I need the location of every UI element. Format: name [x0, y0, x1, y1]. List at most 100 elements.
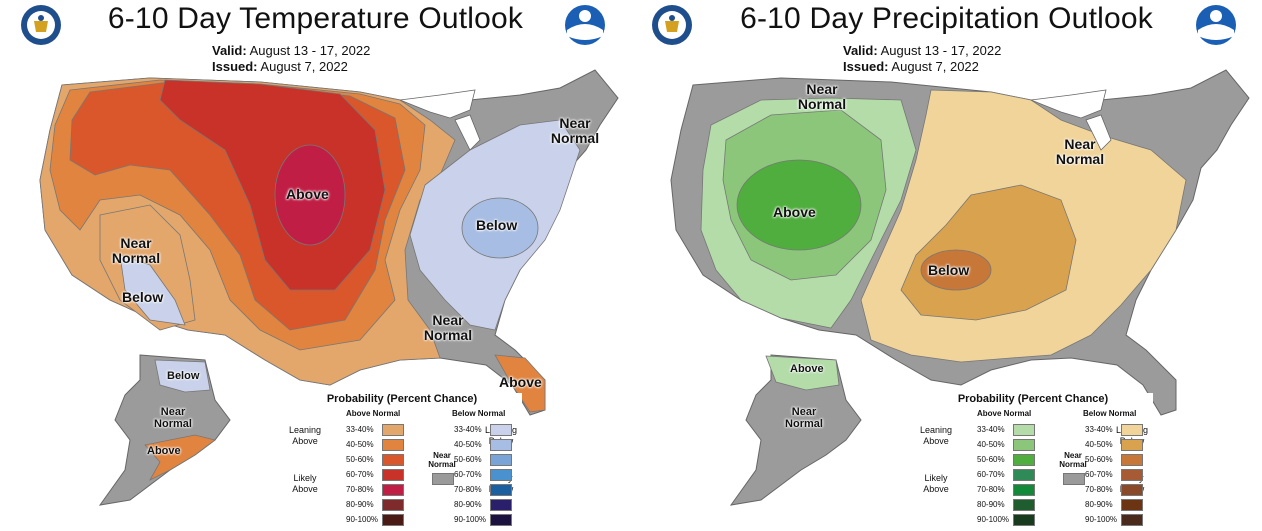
- commerce-seal-icon: [21, 5, 61, 45]
- legend-above-row: 70-80%: [346, 483, 404, 496]
- issued-label: Issued:: [212, 59, 258, 74]
- label-alaska-above: Above: [147, 445, 181, 457]
- legend-likely-left: Likely Above: [292, 473, 318, 494]
- alaska-above: [765, 355, 840, 391]
- temperature-map: [39, 69, 619, 506]
- legend-below-row: 80-90%: [454, 498, 512, 511]
- noaa-logo-icon: [1196, 5, 1236, 45]
- legend-below-swatch: [1121, 438, 1143, 451]
- precipitation-outlook-panel: 6-10 Day Precipitation Outlook Valid: Au…: [631, 0, 1262, 531]
- legend-above-row: 60-70%: [346, 468, 404, 481]
- legend-level-label: 80-90%: [1085, 500, 1113, 509]
- legend-above-swatch: [382, 423, 404, 436]
- legend-above-row: 50-60%: [346, 453, 404, 466]
- label-near-se: Near Normal: [423, 312, 473, 343]
- legend-level-label: 70-80%: [346, 485, 374, 494]
- legend-above-row: 80-90%: [346, 498, 404, 511]
- legend-level-label: 70-80%: [977, 485, 1005, 494]
- legend-near-label: Near Normal: [1059, 451, 1087, 469]
- legend-below-row: 60-70%: [454, 468, 512, 481]
- legend-level-label: 50-60%: [454, 455, 482, 464]
- legend-above-swatch: [382, 468, 404, 481]
- legend-level-label: 50-60%: [1085, 455, 1113, 464]
- alaska: [729, 354, 862, 506]
- legend-level-label: 40-50%: [977, 440, 1005, 449]
- precipitation-dates: Valid: August 13 - 17, 2022 Issued: Augu…: [843, 43, 1001, 75]
- legend-level-label: 60-70%: [977, 470, 1005, 479]
- label-below-central: Below: [928, 262, 970, 278]
- legend-above-swatch: [1013, 423, 1035, 436]
- label-near-sw: Near Normal: [111, 235, 161, 266]
- legend-above-swatch: [382, 513, 404, 526]
- legend-above-swatch: [382, 453, 404, 466]
- legend-below-row: 70-80%: [1085, 483, 1143, 496]
- legend-below-swatch: [490, 453, 512, 466]
- temperature-outlook-panel: 6-10 Day Temperature Outlook Valid: Augu…: [21, 2, 619, 526]
- legend-level-label: 33-40%: [346, 425, 374, 434]
- legend-level-label: 40-50%: [1085, 440, 1113, 449]
- legend-below-row: 40-50%: [454, 438, 512, 451]
- legend-level-label: 40-50%: [346, 440, 374, 449]
- legend-right-head: Below Normal: [1083, 409, 1137, 418]
- legend-level-label: 50-60%: [977, 455, 1005, 464]
- label-near-ne: Near Normal: [550, 115, 600, 146]
- legend-below-row: 40-50%: [1085, 438, 1143, 451]
- legend-level-label: 33-40%: [1085, 425, 1113, 434]
- legend-level-label: 60-70%: [346, 470, 374, 479]
- precipitation-map: [670, 69, 1250, 506]
- temp-below-sw: [119, 254, 186, 326]
- legend-level-label: 70-80%: [1085, 485, 1113, 494]
- valid-range: August 13 - 17, 2022: [249, 43, 371, 58]
- great-lakes: [399, 89, 481, 151]
- legend-below-swatch: [490, 483, 512, 496]
- legend-above-row: 60-70%: [977, 468, 1035, 481]
- label-above-west: Above: [773, 204, 816, 220]
- legend-near-swatch: [1063, 473, 1085, 485]
- temperature-dates: Valid: August 13 - 17, 2022 Issued: Augu…: [212, 43, 370, 75]
- legend-above-swatch: [1013, 453, 1035, 466]
- issued-label: Issued:: [843, 59, 889, 74]
- legend-lean-left: Leaning Above: [288, 425, 322, 446]
- legend-title: Probability (Percent Chance): [957, 393, 1109, 405]
- legend-above-swatch: [382, 438, 404, 451]
- legend-below-row: 70-80%: [454, 483, 512, 496]
- label-alaska-below: Below: [167, 370, 200, 382]
- legend-level-label: 90-100%: [454, 515, 487, 524]
- issued-date: August 7, 2022: [891, 59, 979, 74]
- legend-below-row: 33-40%: [454, 423, 512, 436]
- legend-below-swatch: [1121, 423, 1143, 436]
- legend-level-label: 90-100%: [1085, 515, 1118, 524]
- legend-above-swatch: [1013, 513, 1035, 526]
- label-alaska-near: Near Normal: [785, 406, 823, 430]
- legend-level-label: 80-90%: [977, 500, 1005, 509]
- legend-below-row: 90-100%: [454, 513, 512, 526]
- legend-above-row: 50-60%: [977, 453, 1035, 466]
- legend-below-row: 50-60%: [1085, 453, 1143, 466]
- legend-level-label: 90-100%: [977, 515, 1010, 524]
- legend-below-swatch: [1121, 513, 1143, 526]
- legend-above-swatch: [1013, 438, 1035, 451]
- legend-above-row: 33-40%: [346, 423, 404, 436]
- legend-below-swatch: [1121, 468, 1143, 481]
- precipitation-title: 6-10 Day Precipitation Outlook: [740, 2, 1153, 35]
- legend-below-row: 60-70%: [1085, 468, 1143, 481]
- legend-level-label: 80-90%: [346, 500, 374, 509]
- legend-below-swatch: [1121, 483, 1143, 496]
- legend-above-row: 70-80%: [977, 483, 1035, 496]
- temp-above-70-80: [274, 144, 346, 246]
- label-near-ne: Near Normal: [1055, 136, 1105, 167]
- legend-left-head: Above Normal: [977, 409, 1032, 418]
- label-above-florida: Above: [499, 374, 542, 390]
- label-near-nw: Near Normal: [797, 81, 847, 112]
- legend-below-row: 90-100%: [1085, 513, 1143, 526]
- legend-near-swatch: [432, 473, 454, 485]
- legend-title: Probability (Percent Chance): [326, 393, 478, 405]
- legend-above-swatch: [382, 483, 404, 496]
- temp-below-40-50-east: [461, 197, 539, 259]
- legend-above-row: 90-100%: [977, 513, 1035, 526]
- precip-above-50-60: [736, 159, 862, 251]
- legend-near-label: Near Normal: [428, 451, 456, 469]
- label-below-east: Below: [476, 217, 518, 233]
- legend-below-row: 80-90%: [1085, 498, 1143, 511]
- legend-below-swatch: [1121, 453, 1143, 466]
